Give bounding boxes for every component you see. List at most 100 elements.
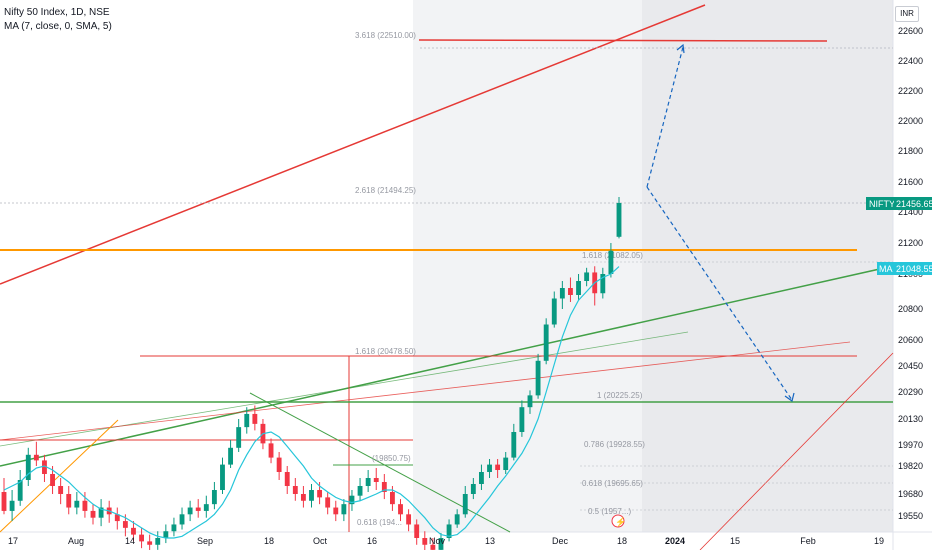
candle-body <box>284 472 290 486</box>
y-tick-label: 20600 <box>898 335 923 345</box>
x-tick-label: 2024 <box>665 536 685 546</box>
candle-body <box>333 507 339 515</box>
fib-label-1: 2.618 (21494.25) <box>355 186 416 195</box>
last-price-value: 21456.65 <box>896 199 932 209</box>
candle-body <box>430 544 436 550</box>
candle-body <box>122 521 128 528</box>
forecast-shade <box>413 0 642 532</box>
ma-value: 21048.55 <box>896 264 932 274</box>
candle-body <box>616 203 622 237</box>
candle-body <box>519 407 525 432</box>
candle-body <box>82 500 88 511</box>
candle-body <box>349 495 355 505</box>
y-tick-label: 20450 <box>898 361 923 371</box>
candle-body <box>398 504 403 515</box>
candle-body <box>114 514 120 522</box>
candle-body <box>268 443 274 458</box>
y-tick-label: 20800 <box>898 304 923 314</box>
candle-body <box>551 298 557 325</box>
candle-body <box>155 538 161 545</box>
blue-arrow-down <box>646 186 793 401</box>
symbol-title: Nifty 50 Index, 1D, NSE <box>4 7 110 18</box>
ma-tag-label: MA <box>879 264 893 274</box>
thin-red-line <box>0 341 851 441</box>
red-rising-line <box>699 352 894 550</box>
candle-body <box>292 486 298 494</box>
candle-body <box>568 288 573 295</box>
candle-body <box>139 534 144 542</box>
future-shade <box>642 0 893 532</box>
x-tick-label: Oct <box>313 536 328 546</box>
y-tick-label: 21600 <box>898 177 923 187</box>
candle-body <box>503 457 509 470</box>
candle-body <box>365 478 371 486</box>
fib-label-9: 0.5 (1957...) <box>588 507 631 516</box>
candle-body <box>1 492 7 511</box>
candle-body <box>203 504 209 511</box>
x-tick-label: 14 <box>125 536 135 546</box>
fib-label-4: 1 (20225.25) <box>597 391 643 400</box>
green-trendline <box>0 265 894 467</box>
y-tick-label: 22200 <box>898 86 923 96</box>
candle-body <box>527 395 533 408</box>
candle-body <box>171 524 177 532</box>
candle-body <box>42 460 47 474</box>
x-tick-label: Aug <box>68 536 84 546</box>
lightning-icon <box>611 514 625 528</box>
x-tick-label: 18 <box>264 536 274 546</box>
x-tick-label: 17 <box>8 536 18 546</box>
candle-body <box>17 480 23 501</box>
candle-body <box>33 454 39 461</box>
candle-body <box>584 272 590 281</box>
candle-body <box>276 457 282 472</box>
candle-body <box>341 504 347 515</box>
fib-label-8: 0.618 (194... <box>357 518 402 527</box>
candle-body <box>543 324 549 361</box>
candle-body <box>511 432 517 458</box>
candle-body <box>357 486 363 496</box>
candle-body <box>74 500 80 508</box>
blue-arrow-up <box>646 46 684 188</box>
y-tick-label: 19680 <box>898 489 923 499</box>
candle-body <box>479 472 484 484</box>
candle-body <box>454 514 460 525</box>
ma-indicator-label: MA (7, close, 0, SMA, 5) <box>4 21 112 32</box>
orange-trendline <box>0 419 119 533</box>
candle-body <box>414 524 420 538</box>
candle-body <box>389 492 395 505</box>
candle-body <box>244 413 250 428</box>
candle-body <box>147 541 153 545</box>
candle-body <box>495 464 501 470</box>
candle-body <box>187 507 193 515</box>
currency-button[interactable]: INR <box>895 6 919 22</box>
x-tick-label: 19 <box>874 536 884 546</box>
x-tick-label: 13 <box>485 536 495 546</box>
candle-body <box>131 527 136 535</box>
candle-body <box>50 474 55 486</box>
y-tick-label: 22000 <box>898 116 923 126</box>
candle-body <box>600 274 606 294</box>
candle-body <box>195 507 201 511</box>
candle-body <box>406 514 412 525</box>
nifty-tag-label: NIFTY <box>869 199 895 209</box>
candle-body <box>252 413 258 424</box>
red-horizontal-line <box>418 39 828 42</box>
candle-body <box>317 490 323 498</box>
candle-body <box>58 486 64 494</box>
candle-body <box>470 484 476 494</box>
candle-body <box>25 454 31 480</box>
blue-arrowhead-up <box>676 43 685 54</box>
ma-line <box>3 266 620 539</box>
candle-body <box>163 531 169 538</box>
candle-body <box>220 464 225 490</box>
y-tick-label: 20130 <box>898 414 923 424</box>
candle-body <box>576 281 581 295</box>
x-tick-label: Feb <box>800 536 816 546</box>
fib-label-5: 0.786 (19928.55) <box>584 440 645 449</box>
candle-body <box>438 538 444 550</box>
fib-label-0: 3.618 (22510.00) <box>355 31 416 40</box>
lightning-icon-glyph: ⚡ <box>615 516 626 528</box>
fib-label-7: 0.618 (19695.65) <box>582 479 643 488</box>
candle-body <box>446 524 452 538</box>
